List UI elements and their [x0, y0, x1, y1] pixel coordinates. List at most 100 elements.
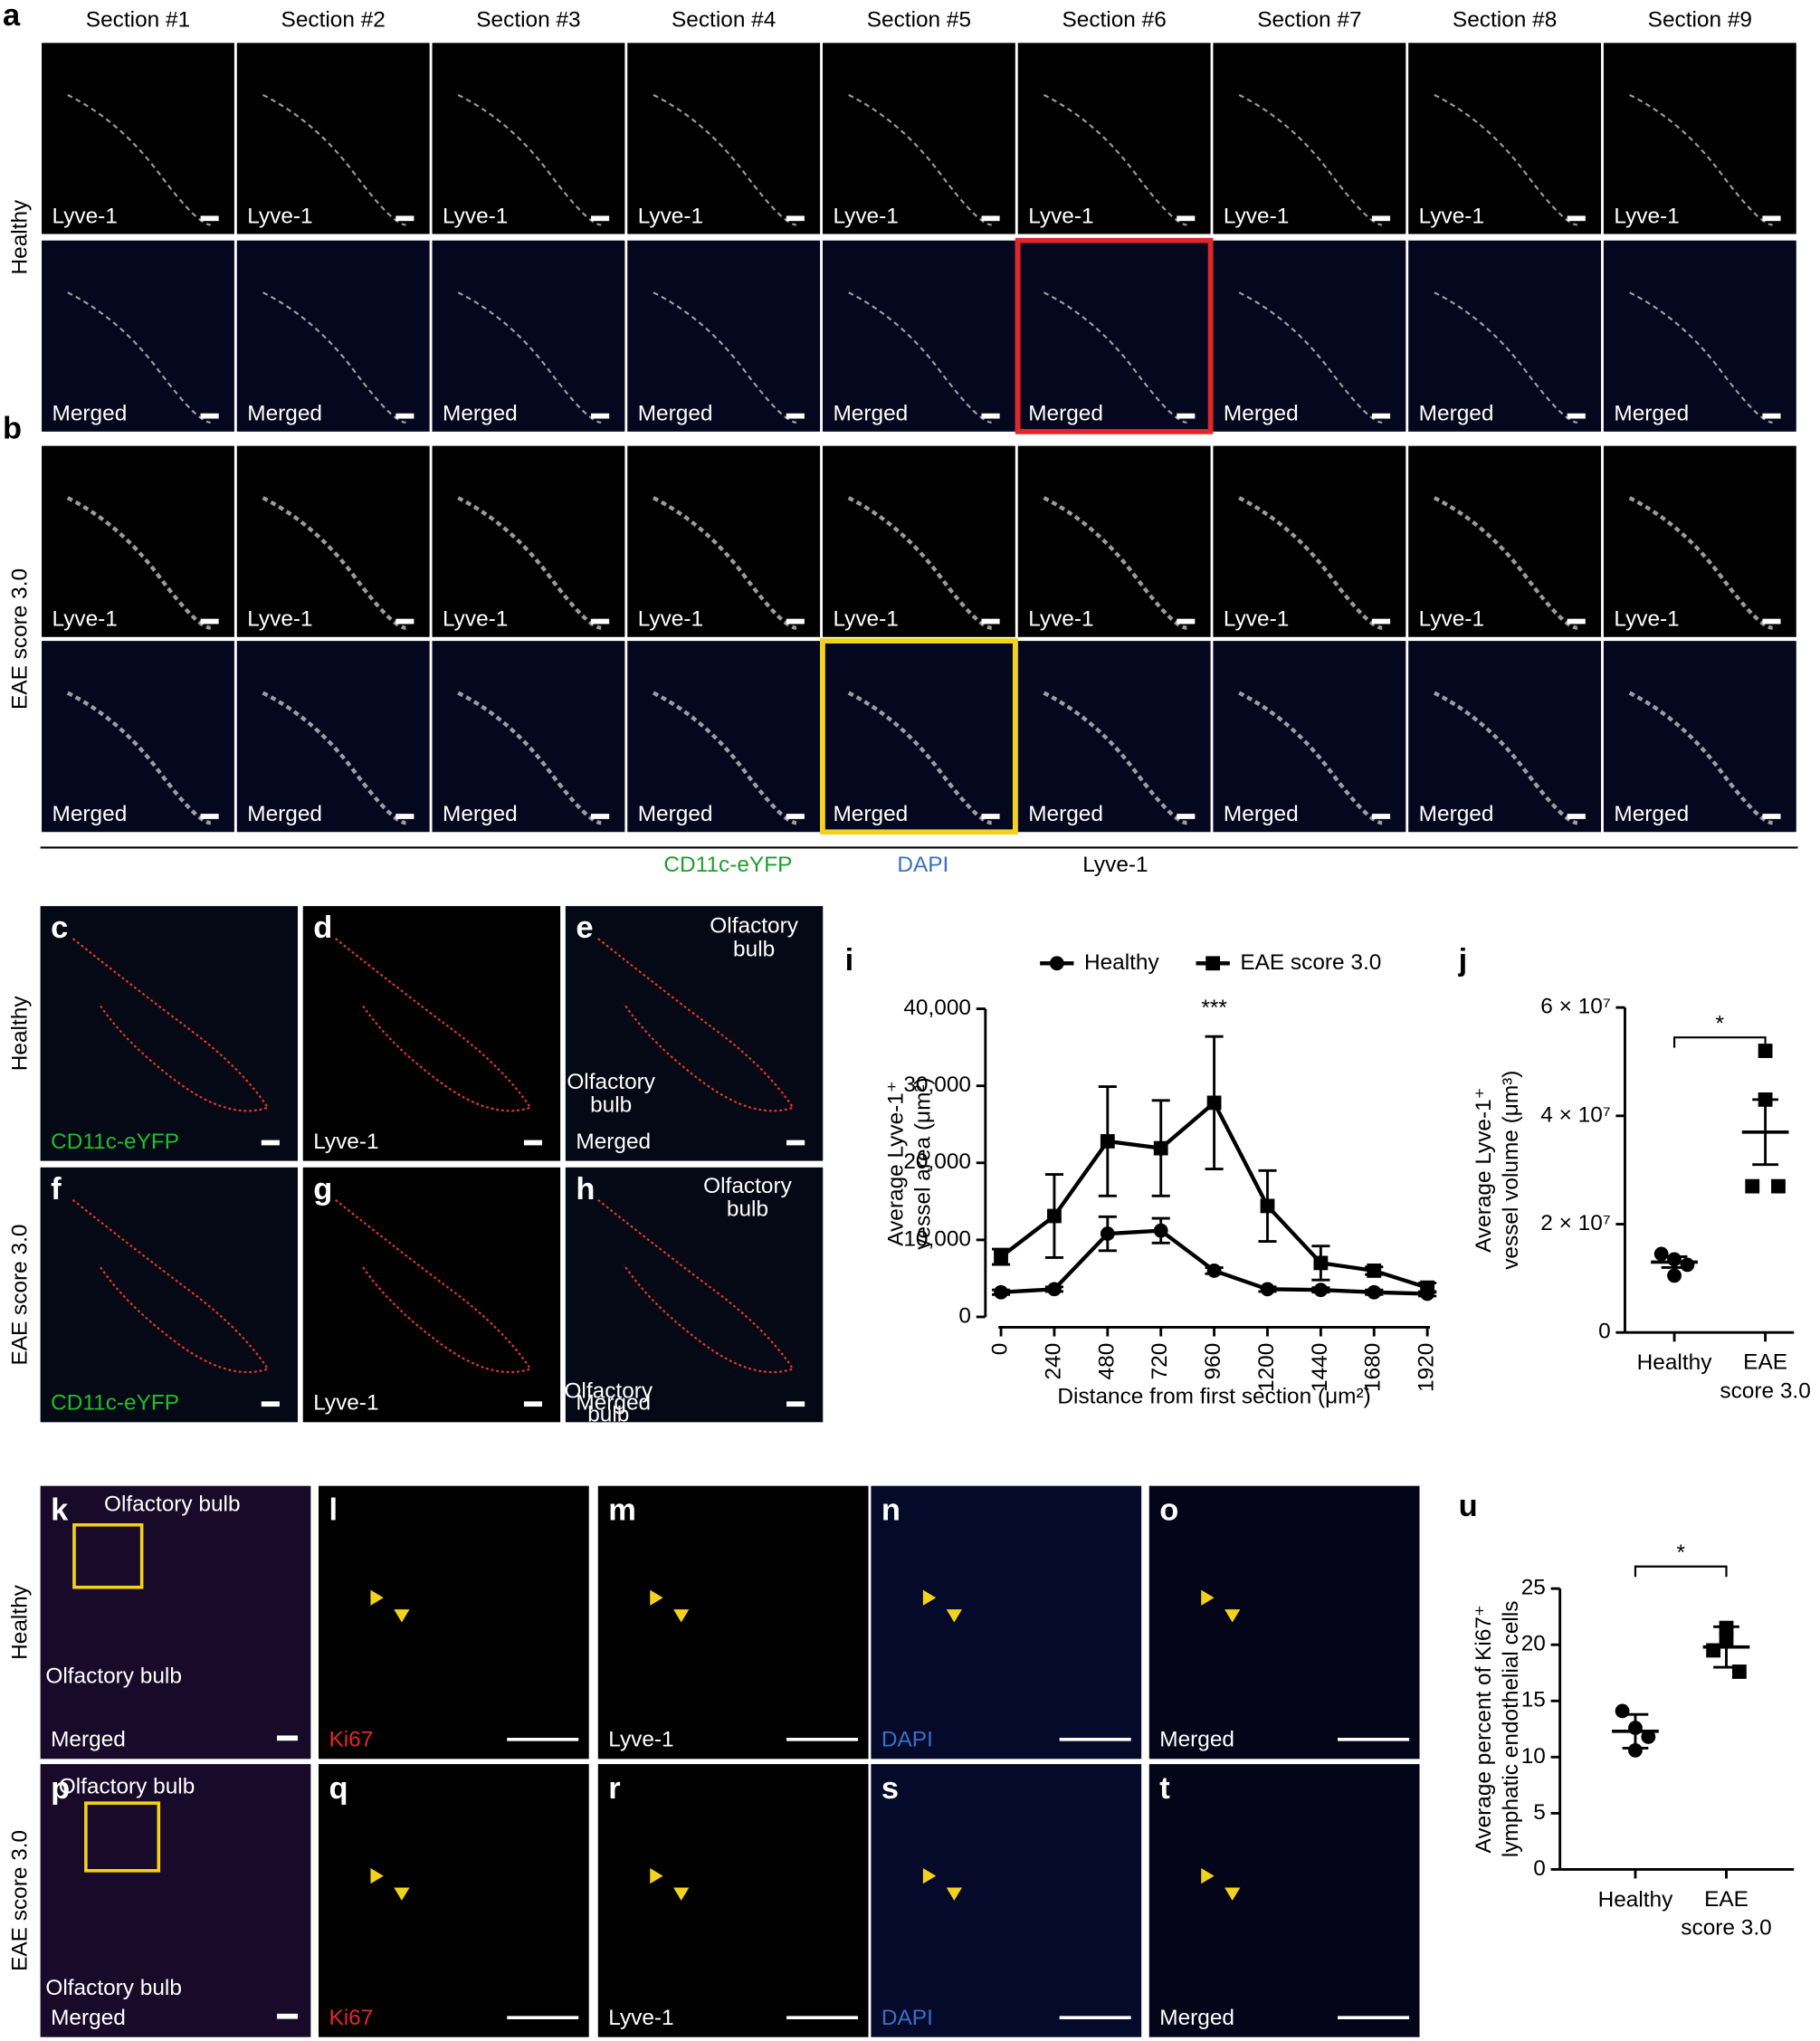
scale-bar: [786, 1401, 805, 1407]
scale-bar: [1177, 618, 1196, 625]
micrograph: [40, 906, 299, 1161]
scale-bar: [200, 618, 219, 625]
vessel-outline: [597, 1198, 795, 1374]
merged-image: [1408, 641, 1602, 833]
lyve1-image: [1603, 43, 1796, 234]
vessel-signal: [67, 291, 211, 424]
scale-bar: [786, 618, 805, 625]
error-bar: [1713, 1625, 1739, 1669]
section-header: Section #7: [1257, 7, 1361, 32]
micrograph: [871, 1485, 1142, 1760]
y-tick-label: 10: [1521, 1744, 1546, 1769]
vessel-signal: [1433, 496, 1578, 630]
image-label: Merged: [443, 802, 518, 826]
lyve1-image: [236, 445, 430, 637]
annotation: bulb: [727, 1197, 768, 1222]
scale-bar: [261, 1140, 280, 1146]
arrowhead: [922, 1867, 962, 1901]
vessel-signal: [848, 93, 992, 226]
micrograph: [565, 1167, 824, 1423]
scale-bar: [1371, 618, 1391, 625]
panel-letter: l: [329, 1493, 338, 1528]
merged-image: [1017, 641, 1211, 833]
image-label: Lyve-1: [1419, 607, 1484, 632]
y-tick-label: 0: [1598, 1320, 1611, 1344]
y-axis-label: Average Lyve-1⁺: [884, 1081, 909, 1245]
inset-box: [72, 1522, 144, 1589]
data-point: [1758, 1044, 1773, 1058]
image-label: Lyve-1: [1224, 607, 1289, 632]
arrowhead: [1201, 1867, 1241, 1901]
legend-marker: [1049, 956, 1064, 971]
vessel-signal: [653, 691, 797, 825]
inset-box: [84, 1801, 161, 1873]
vessel-signal: [457, 93, 602, 226]
data-point: [1367, 1284, 1382, 1300]
significance-bracket: [1634, 1565, 1728, 1578]
x-tick-label: 1440: [1308, 1343, 1332, 1392]
merged-image: [42, 641, 234, 833]
arrowhead: [922, 1589, 962, 1623]
scale-bar: [200, 413, 219, 419]
image-label: Merged: [1224, 402, 1299, 426]
lyve1-image: [1603, 445, 1796, 637]
vessel-signal: [653, 291, 797, 424]
data-point: [1153, 1140, 1168, 1156]
data-point: [1745, 1178, 1760, 1194]
panel-letter: d: [313, 911, 332, 945]
section-header: Section #8: [1453, 7, 1557, 32]
annotation: Olfactory bulb: [45, 1664, 182, 1688]
scale-bar: [591, 215, 610, 222]
annotation: Olfactory bulb: [104, 1493, 241, 1517]
scale-bar: [786, 814, 805, 819]
image-label: Merged: [638, 402, 713, 426]
image-label: DAPI: [881, 2006, 933, 2030]
panel-letter: n: [881, 1493, 900, 1528]
micrograph: [302, 1167, 561, 1423]
merged-image: [42, 240, 234, 432]
vessel-signal: [848, 291, 992, 424]
data-point: [994, 1284, 1008, 1300]
vessel-signal: [457, 496, 602, 630]
annotation: Olfactory: [564, 1379, 653, 1404]
vessel-signal: [847, 496, 993, 630]
scale-bar: [1762, 814, 1781, 819]
vessel-signal: [1434, 93, 1578, 226]
data-point: [1420, 1280, 1435, 1295]
lyve1-image: [236, 43, 430, 234]
panel-letter: q: [329, 1771, 348, 1806]
data-point: [1615, 1703, 1630, 1719]
scale-bar: [1567, 618, 1586, 625]
vessel-signal: [1043, 691, 1187, 825]
vessel-outline: [71, 938, 270, 1112]
arrowhead: [1201, 1589, 1241, 1623]
vessel-signal: [1043, 93, 1187, 226]
annotation: bulb: [587, 1403, 629, 1427]
row-label: Healthy: [8, 199, 33, 275]
merged-image: [627, 641, 821, 833]
y-tick-label: 15: [1521, 1688, 1546, 1712]
row-label: Healthy: [8, 1584, 33, 1660]
merged-image: [432, 641, 625, 833]
scale-bar: [591, 814, 610, 819]
image-label: Lyve-1: [1614, 607, 1679, 632]
lyve1-image: [822, 43, 1015, 234]
micrograph: [597, 1764, 869, 2037]
annotation: Olfactory: [567, 1070, 655, 1094]
image-label: Lyve-1: [247, 204, 312, 228]
image-label: Merged: [51, 2006, 126, 2030]
micrograph: [40, 1167, 299, 1423]
vessel-signal: [1629, 93, 1773, 226]
channel-legend: DAPI: [897, 853, 948, 877]
image-label: Lyve-1: [638, 204, 703, 228]
merged-image: [1603, 641, 1796, 833]
section-header: Section #5: [867, 7, 971, 32]
section-header: Section #6: [1062, 7, 1166, 32]
x-tick-label: Healthy: [1637, 1350, 1713, 1375]
image-label: DAPI: [881, 1728, 933, 1752]
channel-legend: Lyve-1: [1082, 853, 1148, 877]
image-label: Lyve-1: [52, 607, 118, 632]
vessel-signal: [262, 291, 406, 424]
x-tick-label: Healthy: [1598, 1887, 1674, 1912]
